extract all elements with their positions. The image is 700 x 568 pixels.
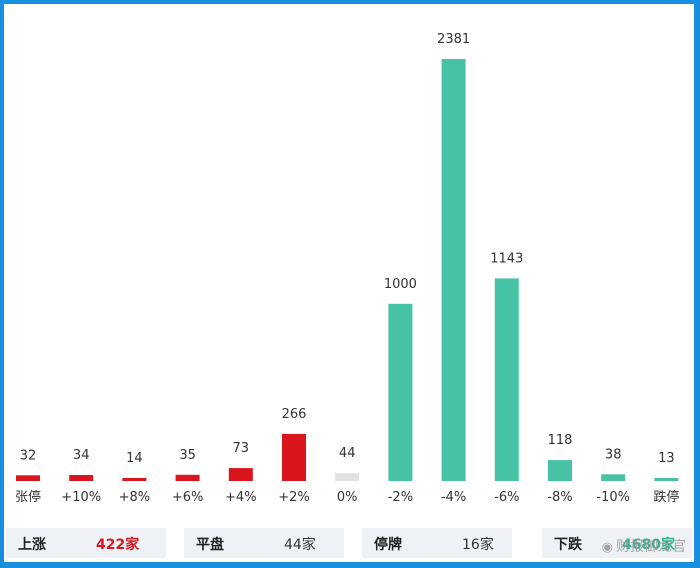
watermark-text: 财报御龙官 xyxy=(616,539,686,555)
category-label-3: +6% xyxy=(172,490,204,505)
bar-2 xyxy=(122,478,147,481)
summary-halt: 停牌 16家 xyxy=(362,528,512,558)
bar-value-label-11: 38 xyxy=(605,447,622,462)
distribution-bar-chart: 32 张停 34 +10% 14 +8% 35 +6% 73 +4% 266 +2% 44 0% 1000 -… xyxy=(15,32,679,505)
bar-0 xyxy=(16,475,40,481)
category-label-1: +10% xyxy=(61,490,101,505)
summary-halt-value: 16家 xyxy=(462,537,494,553)
summary-halt-label: 停牌 xyxy=(374,537,402,553)
bar-value-label-12: 13 xyxy=(658,451,675,466)
summary-rise: 上涨 422家 xyxy=(6,528,166,558)
category-label-2: +8% xyxy=(119,490,151,505)
summary-rise-label: 上涨 xyxy=(18,537,46,553)
bar-8 xyxy=(441,59,466,481)
summary-flat-label: 平盘 xyxy=(196,537,224,553)
bar-10 xyxy=(548,460,572,481)
weibo-icon: ◉ xyxy=(601,540,613,555)
bar-value-label-6: 44 xyxy=(339,446,356,461)
watermark: ◉ 财报御龙官 xyxy=(602,536,686,556)
bar-3 xyxy=(175,474,200,481)
summary-flat: 平盘 44家 xyxy=(184,528,344,558)
bar-value-label-9: 1143 xyxy=(490,251,523,266)
bar-4 xyxy=(228,468,253,481)
bar-value-label-0: 32 xyxy=(20,448,37,463)
bar-value-label-4: 73 xyxy=(233,441,250,456)
category-label-4: +4% xyxy=(225,490,257,505)
bar-value-label-10: 118 xyxy=(548,433,573,448)
category-label-6: 0% xyxy=(337,490,358,505)
bar-11 xyxy=(601,474,626,481)
summary-bar: 上涨 422家 平盘 44家 停牌 16家 下跌 4680家 xyxy=(6,524,692,558)
summary-fall-value: 4680家 xyxy=(622,537,675,553)
bar-7 xyxy=(388,303,413,481)
bar-6 xyxy=(335,473,360,481)
bar-value-label-1: 34 xyxy=(73,448,90,463)
summary-rise-value: 422家 xyxy=(96,537,140,553)
bar-value-label-3: 35 xyxy=(179,448,196,463)
category-label-8: -4% xyxy=(441,490,466,505)
bar-1 xyxy=(69,475,94,481)
summary-fall-label: 下跌 xyxy=(554,537,582,553)
category-label-10: -8% xyxy=(547,490,572,505)
summary-fall: 下跌 4680家 xyxy=(542,528,692,558)
bar-value-label-2: 14 xyxy=(126,451,143,466)
bar-9 xyxy=(494,278,519,481)
bar-value-label-8: 2381 xyxy=(437,32,470,47)
category-label-11: -10% xyxy=(596,490,630,505)
category-label-5: +2% xyxy=(278,490,310,505)
category-label-9: -6% xyxy=(494,490,519,505)
bar-value-label-7: 1000 xyxy=(384,277,417,292)
summary-flat-value: 44家 xyxy=(284,537,316,553)
category-label-0: 张停 xyxy=(15,489,41,505)
bar-value-label-5: 266 xyxy=(282,407,307,422)
category-label-7: -2% xyxy=(388,490,413,505)
category-label-12: 跌停 xyxy=(653,489,679,505)
chart-frame: 32 张停 34 +10% 14 +8% 35 +6% 73 +4% 266 +2% 44 0% 1000 -… xyxy=(4,4,694,562)
bar-12 xyxy=(654,478,679,481)
bar-5 xyxy=(282,433,306,481)
